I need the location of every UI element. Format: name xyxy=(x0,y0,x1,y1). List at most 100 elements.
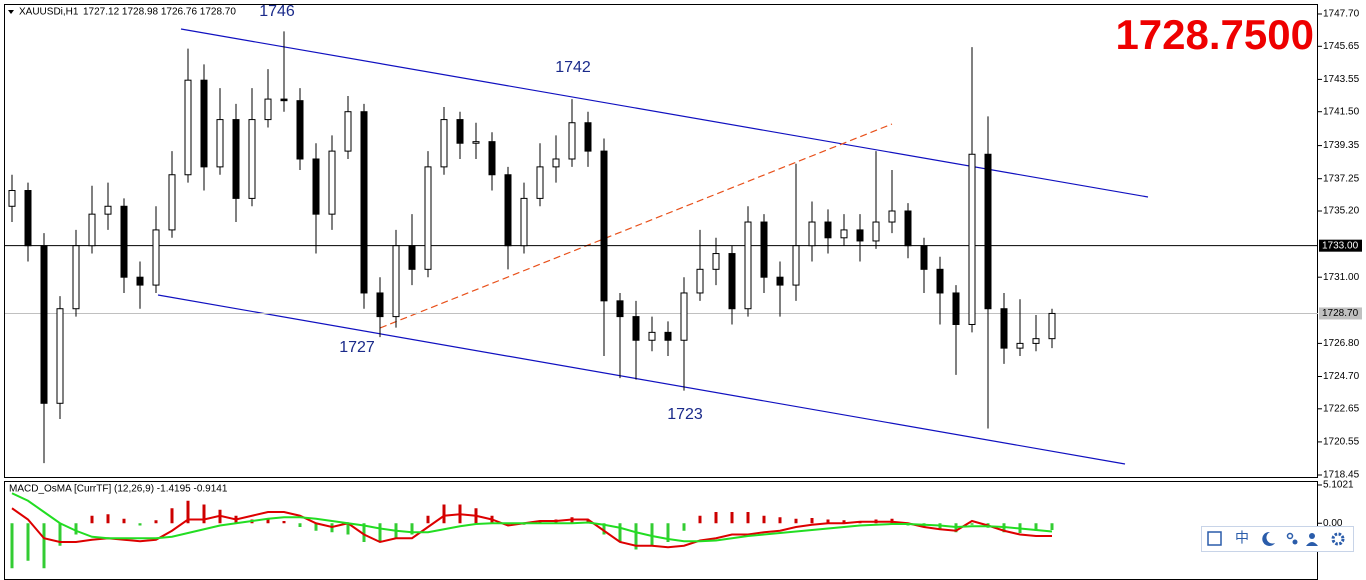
histogram-bar xyxy=(362,523,366,542)
candle-body xyxy=(120,205,128,278)
annotation: 1727 xyxy=(339,339,375,356)
histogram-bar xyxy=(314,523,318,531)
y-tick-label: 0.00 xyxy=(1323,518,1343,529)
indicator-line xyxy=(11,492,1053,543)
candle-body xyxy=(168,174,176,231)
histogram-bar xyxy=(122,518,126,524)
histogram-bar xyxy=(970,523,974,525)
candle-body xyxy=(472,141,480,144)
toolbar: 中 xyxy=(1201,526,1354,552)
price-label: 1728.7500 xyxy=(1115,11,1314,58)
histogram-bar xyxy=(26,523,30,561)
candle-body xyxy=(568,122,576,160)
candle-body xyxy=(1000,308,1008,349)
histogram-bar xyxy=(186,500,190,524)
toolbar-icon[interactable] xyxy=(1306,542,1318,546)
candle-body xyxy=(296,100,304,160)
candle-body xyxy=(344,111,352,152)
candle-body xyxy=(872,221,880,242)
candle-body xyxy=(712,253,720,270)
toolbar-icon[interactable] xyxy=(1331,532,1345,546)
histogram-bar xyxy=(538,521,542,524)
candle-body xyxy=(8,190,16,207)
candle-body xyxy=(680,292,688,341)
candle-body xyxy=(728,253,736,310)
histogram-bar xyxy=(682,523,686,531)
histogram-bar xyxy=(650,523,654,546)
candle-body xyxy=(24,190,32,247)
candle-body xyxy=(1016,342,1024,349)
candle-body xyxy=(376,292,384,318)
histogram-bar xyxy=(138,523,142,526)
candle-body xyxy=(200,79,208,168)
candle-body xyxy=(744,221,752,310)
candle-body xyxy=(1048,312,1056,340)
candle-body xyxy=(824,221,832,239)
histogram-bar xyxy=(1050,523,1054,530)
toolbar-icon[interactable] xyxy=(1262,531,1275,546)
histogram-bar xyxy=(778,517,782,524)
candle-body xyxy=(216,119,224,168)
histogram-bar xyxy=(378,523,382,542)
candle-body xyxy=(920,245,928,270)
histogram-bar xyxy=(90,515,94,524)
candle-body xyxy=(152,229,160,286)
candle-body xyxy=(56,308,64,404)
histogram-bar xyxy=(586,519,590,524)
annotation: 1742 xyxy=(555,59,591,76)
histogram-bar xyxy=(154,520,158,524)
histogram-bar xyxy=(602,523,606,535)
y-tick-label: 1745.65 xyxy=(1323,41,1360,52)
candle-body xyxy=(792,245,800,286)
histogram-bar xyxy=(826,519,830,524)
indicator-line xyxy=(11,507,1052,549)
histogram-bar xyxy=(298,523,302,527)
candle-body xyxy=(456,119,464,144)
histogram-bar xyxy=(794,518,798,524)
histogram-bar xyxy=(170,508,174,524)
candle-body xyxy=(552,158,560,168)
candle-body xyxy=(424,166,432,270)
toolbar-icon[interactable] xyxy=(1207,531,1222,546)
price-tag-label: 1733.00 xyxy=(1322,240,1359,251)
histogram-bar xyxy=(58,523,62,546)
candle-body xyxy=(488,141,496,176)
histogram-bar xyxy=(266,519,270,524)
candle-body xyxy=(664,331,672,341)
y-tick-label: 1731.00 xyxy=(1323,272,1360,283)
y-tick-label: 1739.35 xyxy=(1323,140,1360,151)
y-tick-label: 1741.50 xyxy=(1323,106,1360,117)
candle-body xyxy=(392,245,400,318)
histogram-bar xyxy=(634,523,638,550)
y-tick-label: 1737.25 xyxy=(1323,173,1360,184)
candle-body xyxy=(616,300,624,318)
toolbar-icon[interactable] xyxy=(1292,539,1298,545)
histogram-bar xyxy=(698,515,702,524)
toolbar-icon[interactable] xyxy=(1286,532,1294,540)
candle-body xyxy=(936,268,944,294)
toolbar-language[interactable]: 中 xyxy=(1235,530,1249,546)
histogram-bar xyxy=(202,504,206,524)
candle-body xyxy=(584,122,592,152)
toolbar-icon[interactable] xyxy=(1309,533,1315,539)
candle-body xyxy=(440,119,448,168)
candle-body xyxy=(632,316,640,341)
candle-body xyxy=(648,331,656,341)
candle-body xyxy=(184,79,192,176)
annotation: 1723 xyxy=(667,406,703,423)
candle-body xyxy=(984,153,992,310)
histogram-bar xyxy=(666,523,670,542)
histogram-bar xyxy=(842,520,846,524)
candle-body xyxy=(280,98,288,102)
y-tick-label: 1722.65 xyxy=(1323,403,1360,414)
y-tick-label: 1735.20 xyxy=(1323,206,1360,217)
candle-body xyxy=(696,268,704,294)
header-prices: 1727.12 1728.98 1726.76 1728.70 xyxy=(83,7,236,18)
y-tick-label: 1747.70 xyxy=(1323,9,1360,20)
toolbar-frame xyxy=(1201,526,1354,552)
histogram-bar xyxy=(730,512,734,524)
histogram-bar xyxy=(810,518,814,524)
candle-body xyxy=(536,166,544,199)
